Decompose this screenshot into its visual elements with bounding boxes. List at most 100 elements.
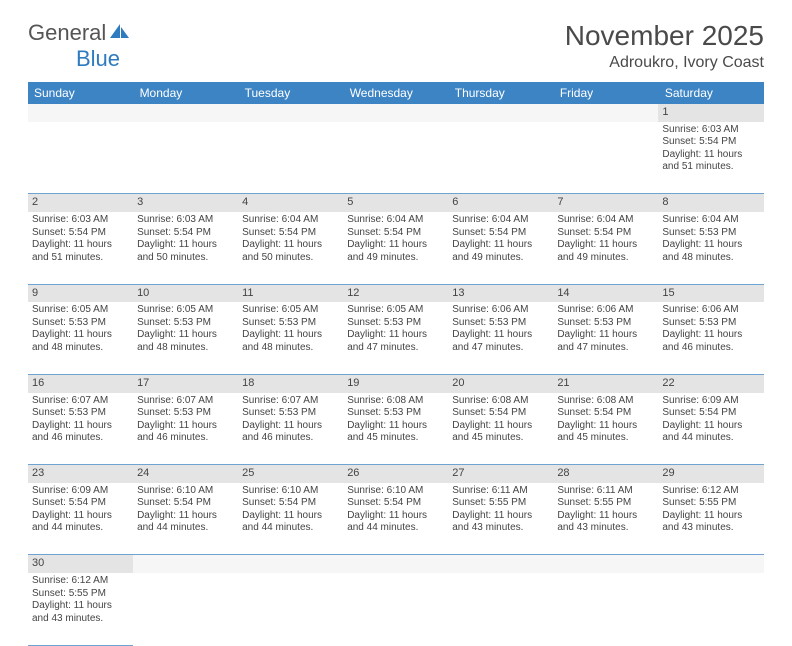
sunrise-line: Sunrise: 6:12 AM [32,575,129,588]
title-block: November 2025 Adroukro, Ivory Coast [565,20,764,72]
sunset-line: Sunset: 5:55 PM [452,497,549,510]
day-number-cell: 1 [658,104,763,122]
day-cell: Sunrise: 6:12 AMSunset: 5:55 PMDaylight:… [658,483,763,555]
weekday-header: Saturday [658,82,763,104]
logo: General Blue [28,20,130,72]
day-cell [553,573,658,645]
sunrise-line: Sunrise: 6:03 AM [137,214,234,227]
day-number-cell: 24 [133,465,238,483]
day-number-row: 30 [28,555,764,573]
day-cell: Sunrise: 6:10 AMSunset: 5:54 PMDaylight:… [238,483,343,555]
day-number-cell [553,555,658,573]
weekday-header: Friday [553,82,658,104]
day-cell: Sunrise: 6:04 AMSunset: 5:54 PMDaylight:… [448,212,553,284]
daylight-line: Daylight: 11 hours and 47 minutes. [557,329,654,354]
day-cell: Sunrise: 6:10 AMSunset: 5:54 PMDaylight:… [343,483,448,555]
sunset-line: Sunset: 5:53 PM [347,407,444,420]
day-number-cell: 18 [238,374,343,392]
day-cell: Sunrise: 6:04 AMSunset: 5:53 PMDaylight:… [658,212,763,284]
daylight-line: Daylight: 11 hours and 43 minutes. [452,510,549,535]
day-cell [238,122,343,194]
sunrise-line: Sunrise: 6:03 AM [662,124,759,137]
day-cell: Sunrise: 6:05 AMSunset: 5:53 PMDaylight:… [28,302,133,374]
sunset-line: Sunset: 5:54 PM [32,497,129,510]
daylight-line: Daylight: 11 hours and 45 minutes. [347,420,444,445]
sunset-line: Sunset: 5:54 PM [662,136,759,149]
day-content-row: Sunrise: 6:07 AMSunset: 5:53 PMDaylight:… [28,393,764,465]
day-cell: Sunrise: 6:06 AMSunset: 5:53 PMDaylight:… [553,302,658,374]
daylight-line: Daylight: 11 hours and 43 minutes. [32,600,129,625]
sunset-line: Sunset: 5:54 PM [452,407,549,420]
header: General Blue November 2025 Adroukro, Ivo… [28,20,764,72]
sunset-line: Sunset: 5:53 PM [137,407,234,420]
sunset-line: Sunset: 5:54 PM [242,227,339,240]
daylight-line: Daylight: 11 hours and 51 minutes. [32,239,129,264]
day-number-row: 1 [28,104,764,122]
sunset-line: Sunset: 5:53 PM [32,317,129,330]
day-cell: Sunrise: 6:12 AMSunset: 5:55 PMDaylight:… [28,573,133,645]
day-cell: Sunrise: 6:03 AMSunset: 5:54 PMDaylight:… [133,212,238,284]
day-cell [133,573,238,645]
day-cell: Sunrise: 6:10 AMSunset: 5:54 PMDaylight:… [133,483,238,555]
day-number-cell: 27 [448,465,553,483]
sunset-line: Sunset: 5:55 PM [662,497,759,510]
day-cell: Sunrise: 6:05 AMSunset: 5:53 PMDaylight:… [238,302,343,374]
day-number-cell: 17 [133,374,238,392]
day-number-row: 9101112131415 [28,284,764,302]
daylight-line: Daylight: 11 hours and 44 minutes. [662,420,759,445]
sunrise-line: Sunrise: 6:05 AM [242,304,339,317]
sunrise-line: Sunrise: 6:10 AM [137,485,234,498]
daylight-line: Daylight: 11 hours and 48 minutes. [32,329,129,354]
daylight-line: Daylight: 11 hours and 44 minutes. [32,510,129,535]
daylight-line: Daylight: 11 hours and 47 minutes. [347,329,444,354]
day-cell: Sunrise: 6:03 AMSunset: 5:54 PMDaylight:… [658,122,763,194]
day-number-cell: 3 [133,194,238,212]
day-cell [343,122,448,194]
day-number-cell: 8 [658,194,763,212]
sunset-line: Sunset: 5:53 PM [452,317,549,330]
sunset-line: Sunset: 5:53 PM [557,317,654,330]
day-cell [448,122,553,194]
sunrise-line: Sunrise: 6:06 AM [452,304,549,317]
day-content-row: Sunrise: 6:12 AMSunset: 5:55 PMDaylight:… [28,573,764,645]
day-cell [658,573,763,645]
logo-sail-icon [108,20,130,46]
day-cell [343,573,448,645]
day-number-cell: 22 [658,374,763,392]
daylight-line: Daylight: 11 hours and 44 minutes. [347,510,444,535]
day-cell: Sunrise: 6:08 AMSunset: 5:54 PMDaylight:… [448,393,553,465]
sunrise-line: Sunrise: 6:10 AM [347,485,444,498]
sunset-line: Sunset: 5:54 PM [347,227,444,240]
sunset-line: Sunset: 5:54 PM [557,227,654,240]
sunset-line: Sunset: 5:53 PM [662,317,759,330]
title-month: November 2025 [565,20,764,52]
day-number-cell [448,555,553,573]
daylight-line: Daylight: 11 hours and 49 minutes. [557,239,654,264]
sunset-line: Sunset: 5:54 PM [242,497,339,510]
sunrise-line: Sunrise: 6:09 AM [662,395,759,408]
sunset-line: Sunset: 5:54 PM [557,407,654,420]
day-number-cell: 23 [28,465,133,483]
day-number-cell: 5 [343,194,448,212]
day-number-cell [238,555,343,573]
day-number-cell [133,555,238,573]
day-cell [133,122,238,194]
sunset-line: Sunset: 5:54 PM [32,227,129,240]
sunrise-line: Sunrise: 6:06 AM [557,304,654,317]
day-number-cell [343,555,448,573]
day-number-cell: 26 [343,465,448,483]
day-cell: Sunrise: 6:08 AMSunset: 5:54 PMDaylight:… [553,393,658,465]
daylight-line: Daylight: 11 hours and 45 minutes. [557,420,654,445]
daylight-line: Daylight: 11 hours and 43 minutes. [557,510,654,535]
day-number-cell: 14 [553,284,658,302]
sunrise-line: Sunrise: 6:10 AM [242,485,339,498]
sunrise-line: Sunrise: 6:04 AM [662,214,759,227]
sunset-line: Sunset: 5:53 PM [32,407,129,420]
day-number-cell [238,104,343,122]
daylight-line: Daylight: 11 hours and 51 minutes. [662,149,759,174]
sunset-line: Sunset: 5:55 PM [557,497,654,510]
day-cell: Sunrise: 6:04 AMSunset: 5:54 PMDaylight:… [553,212,658,284]
day-number-cell: 4 [238,194,343,212]
day-number-cell: 19 [343,374,448,392]
logo-part1: General [28,20,106,45]
